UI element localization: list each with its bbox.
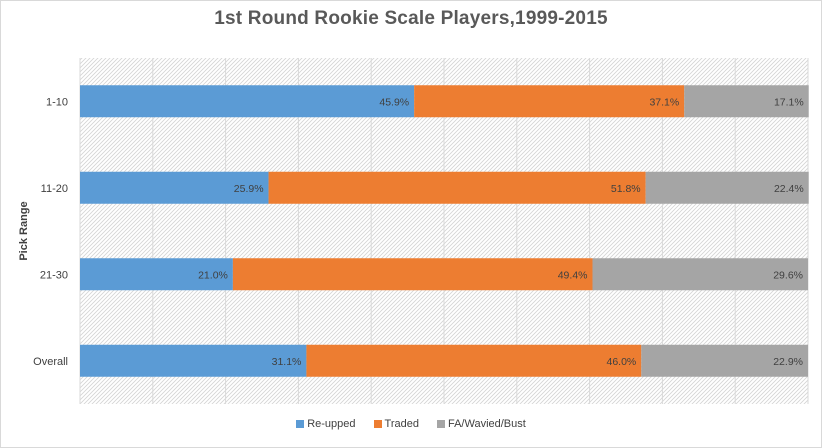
data-label: 22.4% xyxy=(774,183,804,195)
chart-title: 1st Round Rookie Scale Players,1999-2015 xyxy=(214,8,608,29)
bar-fa-wavied-bust-overall xyxy=(641,344,808,377)
legend-label: Re-upped xyxy=(307,418,356,430)
y-axis-label: Pick Range xyxy=(18,201,30,260)
bar-traded-21-30 xyxy=(232,258,593,291)
data-label: 51.8% xyxy=(611,183,641,195)
bar-fa-wavied-bust-21-30 xyxy=(592,258,808,291)
legend-swatch xyxy=(373,420,382,428)
bar-re-upped-21-30 xyxy=(80,258,233,291)
data-label: 46.0% xyxy=(607,356,637,368)
legend-label: Traded xyxy=(384,418,419,430)
bar-re-upped-overall xyxy=(80,344,307,377)
bar-fa-wavied-bust-1-10 xyxy=(684,85,809,118)
data-label: 49.4% xyxy=(558,269,588,281)
bar-re-upped-1-10 xyxy=(80,85,415,118)
data-label: 29.6% xyxy=(773,269,803,281)
data-label: 45.9% xyxy=(379,96,409,108)
data-label: 17.1% xyxy=(774,96,804,108)
data-label: 21.0% xyxy=(198,269,228,281)
category-label: 1-10 xyxy=(46,96,68,108)
data-label: 25.9% xyxy=(234,183,264,195)
legend-label: FA/Wavied/Bust xyxy=(447,418,526,430)
bar-fa-wavied-bust-11-20 xyxy=(645,171,809,204)
legend-item: Traded xyxy=(373,418,419,430)
bar-traded-1-10 xyxy=(414,85,685,118)
legend: Re-upped Traded FA/Wavied/Bust xyxy=(0,418,822,430)
bar-traded-11-20 xyxy=(268,171,646,204)
legend-item: FA/Wavied/Bust xyxy=(436,418,526,430)
data-label: 31.1% xyxy=(272,356,302,368)
data-label: 37.1% xyxy=(649,96,679,108)
category-label: 11-20 xyxy=(41,183,68,195)
data-label: 22.9% xyxy=(773,356,803,368)
legend-swatch xyxy=(436,420,445,428)
category-label: Overall xyxy=(33,356,68,368)
bar-traded-overall xyxy=(306,344,642,377)
category-label: 21-30 xyxy=(40,269,68,281)
legend-swatch xyxy=(296,420,305,428)
legend-item: Re-upped xyxy=(296,418,356,430)
bar-re-upped-11-20 xyxy=(80,171,269,204)
